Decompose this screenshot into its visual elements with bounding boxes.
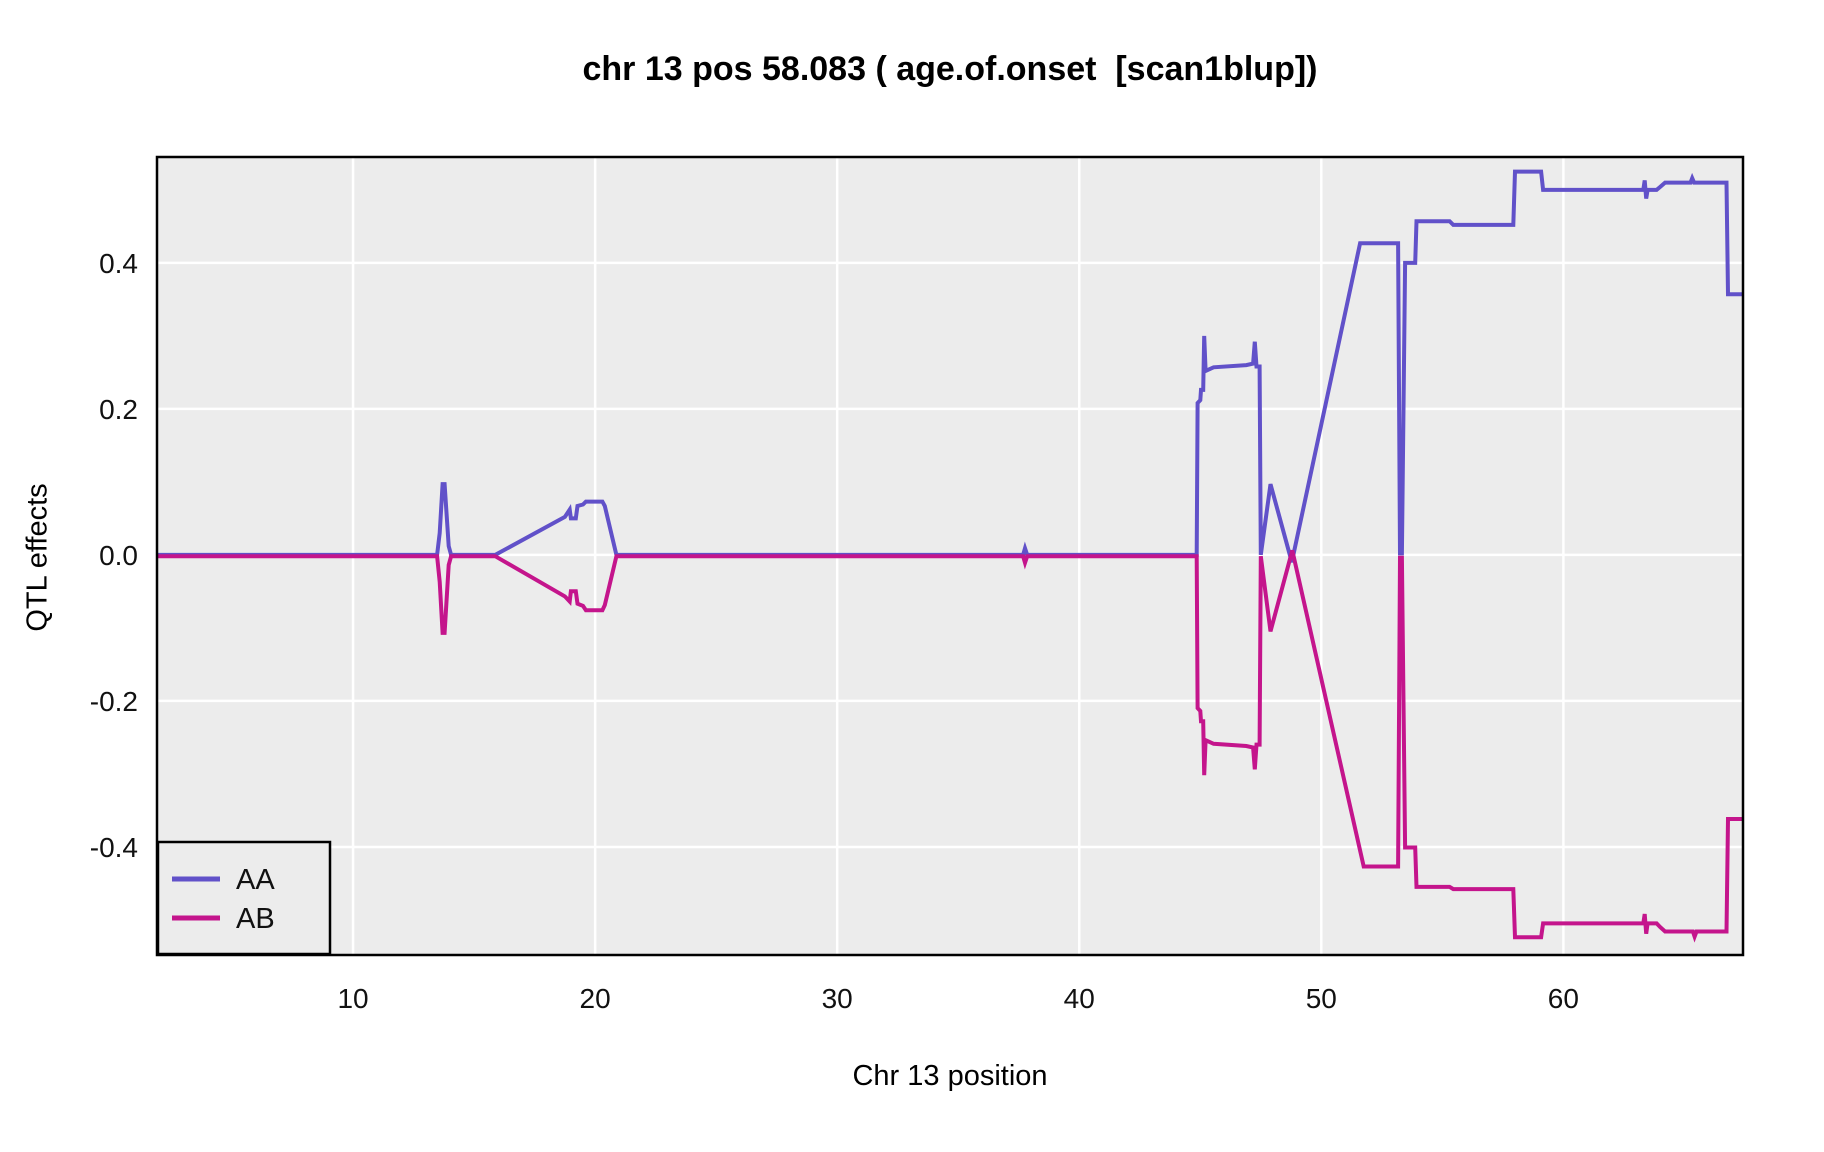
y-tick-label: 0.4 <box>99 248 138 279</box>
x-tick-label: 30 <box>822 983 853 1014</box>
chart-title: chr 13 pos 58.083 ( age.of.onset [scan1b… <box>582 50 1318 88</box>
x-axis-title: Chr 13 position <box>852 1060 1048 1092</box>
y-tick-label: 0.2 <box>99 394 138 425</box>
y-tick-label: 0.0 <box>99 540 138 571</box>
series-lines <box>157 169 1743 943</box>
plot-border <box>155 155 1745 957</box>
x-tick-label: 10 <box>337 983 368 1014</box>
y-axis-title: QTL effects <box>21 483 54 632</box>
y-tick-label: -0.4 <box>90 832 138 863</box>
legend-label-ab: AB <box>236 903 275 935</box>
x-tick-label: 60 <box>1548 983 1579 1014</box>
series-line-AA <box>157 169 1743 563</box>
x-tick-label: 50 <box>1306 983 1337 1014</box>
y-tick-label: -0.2 <box>90 686 138 717</box>
legend-box <box>156 840 332 956</box>
axis-tick-labels: 10 20 30 40 50 60 0.4 0.2 0.0 -0.2 -0.4 <box>90 248 1579 1014</box>
legend-label-aa: AA <box>236 864 275 896</box>
x-tick-label: 20 <box>580 983 611 1014</box>
x-tick-label: 40 <box>1064 983 1095 1014</box>
series-line-AB <box>157 549 1743 943</box>
legend: AA AB <box>156 840 332 956</box>
